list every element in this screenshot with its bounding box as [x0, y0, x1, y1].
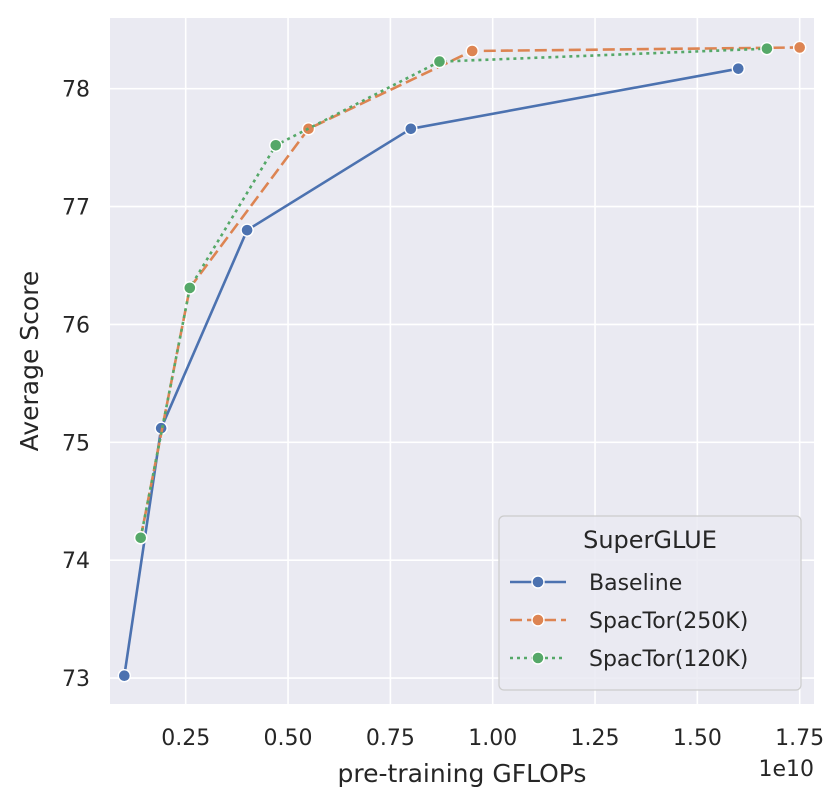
legend-box	[498, 515, 802, 691]
data-point	[133, 531, 148, 545]
x-tick-label: 0.25	[161, 726, 210, 751]
x-tick-labels: 0.25 0.50 0.75 1.00 1.25 1.50 1.75	[161, 726, 824, 751]
y-tick-label: 73	[62, 667, 90, 692]
data-point	[117, 669, 132, 683]
y-tick-label: 78	[62, 78, 90, 103]
legend-label: SpacTor(250K)	[589, 609, 748, 634]
legend-marker	[531, 575, 545, 589]
y-tick-label: 76	[62, 313, 90, 338]
data-point	[760, 41, 774, 56]
x-tick-label: 1.50	[673, 726, 722, 751]
x-tick-label: 1.25	[571, 726, 620, 751]
data-point	[731, 61, 745, 76]
x-axis-offset: 1e10	[758, 757, 814, 782]
data-point	[792, 40, 807, 55]
y-axis-title: Average Score	[15, 271, 44, 452]
legend-marker	[531, 651, 545, 665]
data-point	[269, 138, 283, 152]
legend-item: SpacTor(120K)	[510, 647, 748, 672]
legend: SuperGLUE Baseline SpacTor(250K) SpacTor(1…	[498, 515, 802, 691]
series-layer	[117, 40, 807, 683]
legend-title: SuperGLUE	[583, 526, 717, 554]
legend-item: Baseline	[510, 571, 682, 596]
y-tick-labels: 73 74 75 76 77 78	[62, 78, 90, 692]
legend-label: Baseline	[589, 571, 682, 596]
grid	[110, 18, 814, 704]
x-tick-label: 0.75	[366, 726, 415, 751]
y-tick-label: 77	[62, 196, 90, 221]
legend-label: SpacTor(120K)	[589, 647, 748, 672]
data-point	[465, 44, 479, 58]
x-axis-title: pre-training GFLOPs	[338, 759, 587, 788]
x-tick-label: 1.75	[775, 726, 824, 751]
legend-items: Baseline SpacTor(250K) SpacTor(120K)	[510, 571, 748, 672]
legend-item: SpacTor(250K)	[510, 609, 748, 634]
y-tick-label: 75	[62, 431, 90, 456]
data-point	[432, 54, 447, 69]
data-point	[183, 281, 197, 295]
data-point	[240, 223, 254, 237]
data-point	[404, 122, 418, 136]
legend-marker	[531, 613, 545, 627]
series-2	[133, 41, 774, 545]
x-tick-label: 1.00	[468, 726, 517, 751]
x-tick-label: 0.50	[264, 726, 313, 751]
y-tick-label: 74	[62, 549, 90, 574]
